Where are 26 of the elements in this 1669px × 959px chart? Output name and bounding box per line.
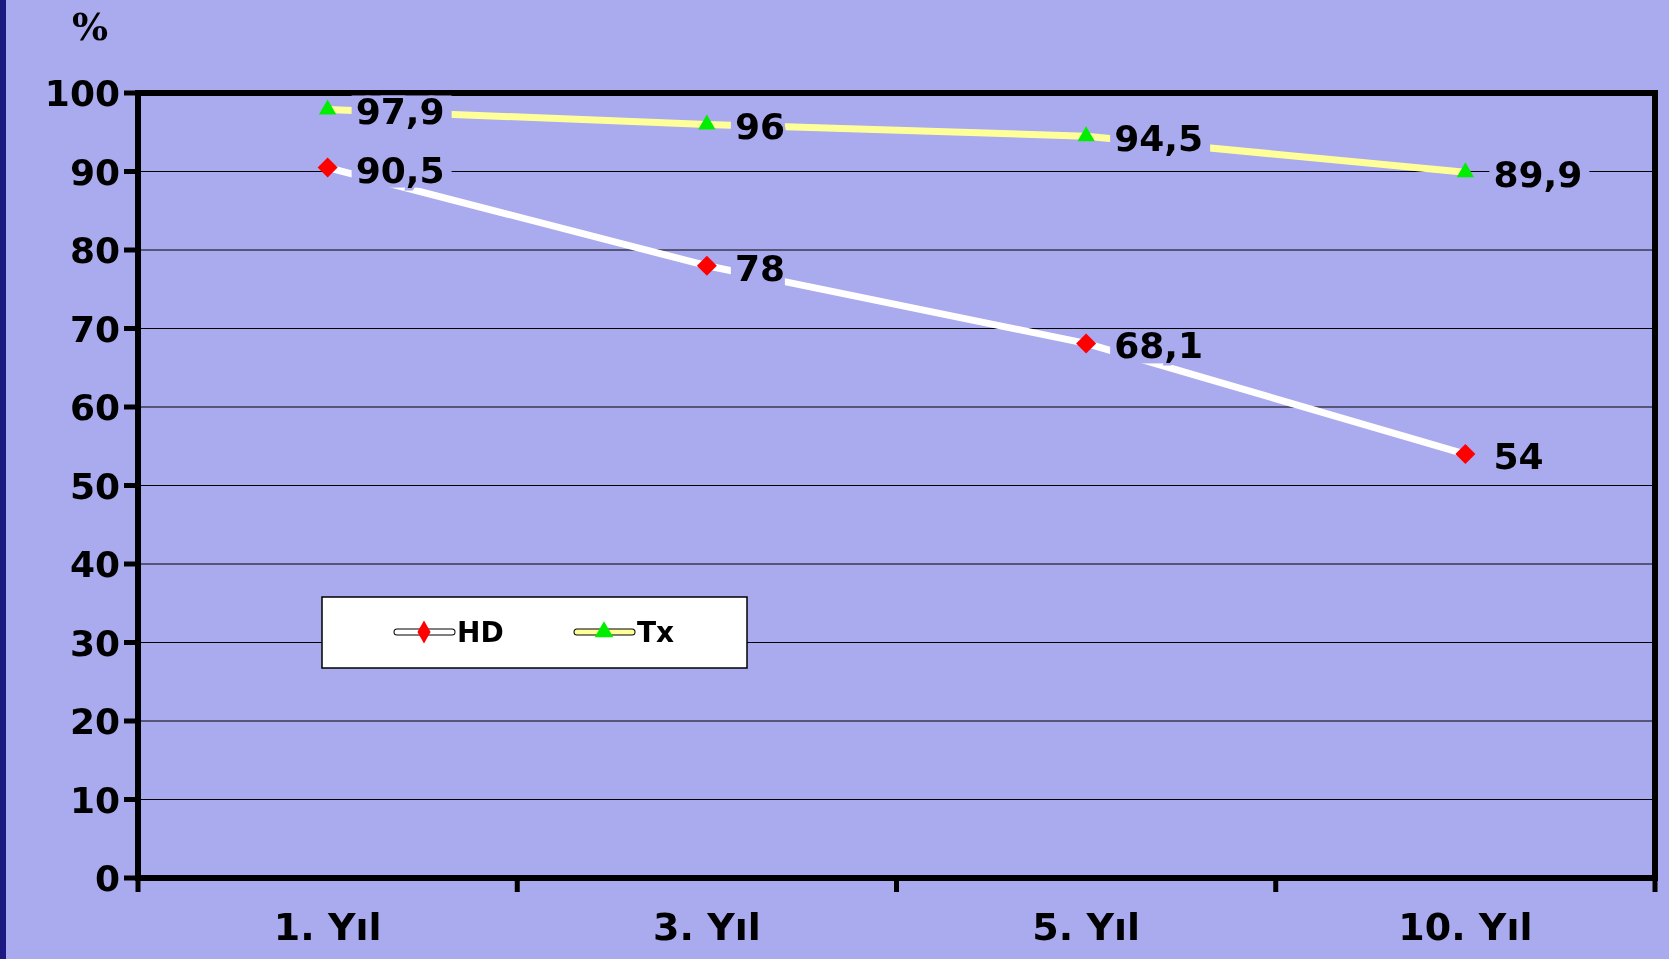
- data-label: 54: [1493, 436, 1544, 478]
- data-label: 78: [734, 247, 785, 289]
- x-tick-label: 1. Yıl: [273, 905, 382, 949]
- data-label: 89,9: [1493, 154, 1583, 196]
- y-tick-label: 50: [69, 465, 120, 507]
- legend-label: Tx: [637, 616, 675, 649]
- y-tick-label: 40: [69, 544, 120, 585]
- y-tick-label: 0: [94, 858, 120, 899]
- data-label: 94,5: [1114, 118, 1203, 160]
- y-tick-label: 90: [69, 151, 120, 193]
- data-label: 97,9: [355, 91, 445, 133]
- x-tick-label: 3. Yıl: [653, 905, 761, 949]
- data-label: 90,5: [355, 149, 445, 191]
- y-tick-label: 20: [69, 701, 120, 742]
- y-tick-label: 10: [69, 779, 120, 821]
- y-tick-label: 30: [69, 622, 120, 664]
- x-tick-label: 10. Yıl: [1398, 905, 1533, 949]
- x-tick-label: 5. Yıl: [1032, 905, 1140, 949]
- y-tick-label: 100: [44, 73, 120, 114]
- data-label: 96: [734, 106, 785, 148]
- y-tick-label: 60: [69, 387, 120, 428]
- y-tick-label: 70: [69, 308, 120, 350]
- y-tick-label: 80: [69, 230, 120, 271]
- data-label: 68,1: [1114, 325, 1203, 367]
- y-axis-title: %: [71, 4, 109, 49]
- legend-label: HD: [457, 616, 504, 649]
